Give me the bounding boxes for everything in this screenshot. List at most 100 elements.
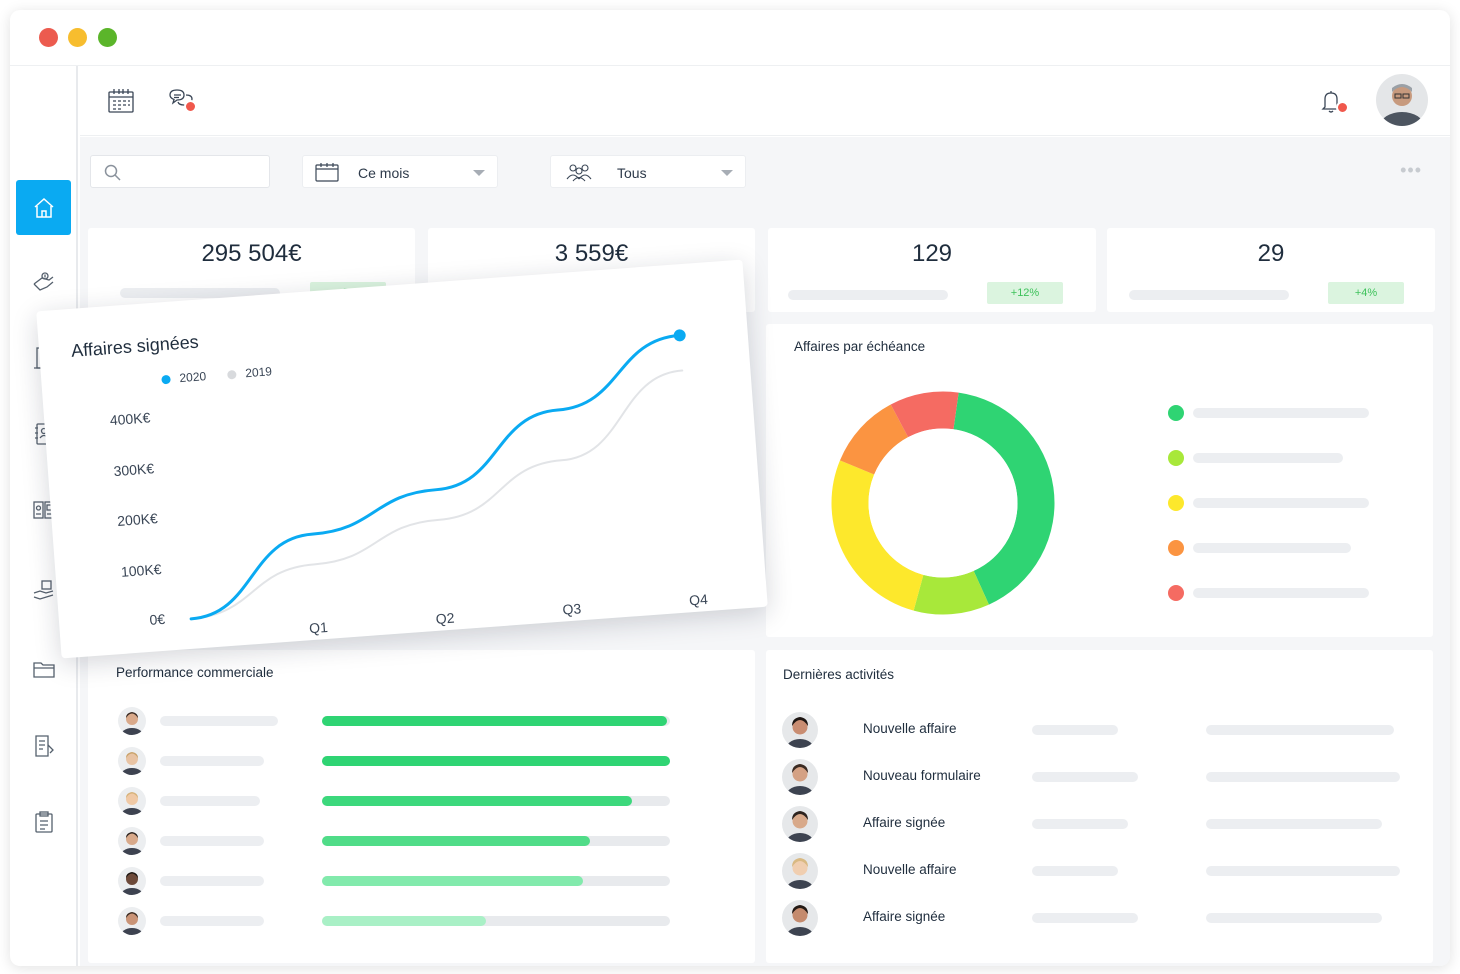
messages-badge xyxy=(184,100,197,113)
activity-placeholder xyxy=(1032,819,1128,829)
activity-placeholder xyxy=(1032,866,1118,876)
minimize-window-button[interactable] xyxy=(68,28,87,47)
invoice-icon xyxy=(34,734,54,757)
card-title: Dernières activités xyxy=(783,667,895,682)
avatar xyxy=(782,900,818,936)
search-icon xyxy=(104,164,121,181)
sales-performance-card: Performance commerciale xyxy=(88,650,755,963)
kpi-value: 3 559€ xyxy=(554,240,629,267)
sidebar-item-home[interactable] xyxy=(16,180,71,235)
name-placeholder xyxy=(160,836,264,846)
name-placeholder xyxy=(160,716,278,726)
sidebar-item-delivery[interactable] xyxy=(16,562,71,617)
more-options-button[interactable]: ••• xyxy=(1400,160,1422,180)
legend-row xyxy=(1167,584,1369,607)
donut-chart xyxy=(831,391,1055,615)
donut-segment xyxy=(913,570,989,615)
activity-placeholder xyxy=(1206,725,1394,735)
progress-bar-fill xyxy=(322,836,590,846)
name-placeholder xyxy=(160,756,264,766)
kpi-value: 295 504€ xyxy=(201,240,302,267)
sidebar-item-tasks[interactable] xyxy=(16,794,71,849)
calendar-button[interactable] xyxy=(106,86,136,116)
donut-segment xyxy=(839,404,909,476)
legend-dot xyxy=(1168,405,1184,421)
kpi-delta: +4% xyxy=(1328,282,1404,304)
deals-by-deadline-card: Affaires par échéance xyxy=(766,324,1433,637)
avatar xyxy=(782,806,818,842)
avatar xyxy=(118,787,146,815)
activity-label[interactable]: Nouvelle affaire xyxy=(863,721,957,736)
activity-placeholder xyxy=(1032,772,1138,782)
series-endpoint-marker[interactable] xyxy=(673,329,686,342)
name-placeholder xyxy=(160,796,260,806)
delivery-icon xyxy=(33,579,53,600)
sidebar-item-money[interactable] xyxy=(16,254,71,309)
money-icon xyxy=(33,271,53,291)
line-chart xyxy=(189,329,686,621)
chevron-down-icon xyxy=(721,170,733,176)
name-placeholder xyxy=(160,876,264,886)
avatar xyxy=(118,907,146,935)
notifications-button[interactable] xyxy=(1316,86,1349,116)
series-line-2019 xyxy=(190,369,684,620)
activity-placeholder xyxy=(1206,772,1400,782)
progress-bar xyxy=(322,756,670,766)
bell-icon xyxy=(1321,91,1341,113)
signed-deals-chart-card: Affaires signées 2020 2019 0€ 100K€ 200K€ 3… xyxy=(36,259,768,659)
activity-label[interactable]: Nouveau formulaire xyxy=(863,768,981,783)
team-filter[interactable]: Tous xyxy=(550,155,746,188)
activity-label[interactable]: Nouvelle affaire xyxy=(863,862,957,877)
calendar-icon xyxy=(315,163,339,182)
avatar xyxy=(118,747,146,775)
legend-dot xyxy=(1168,585,1184,601)
close-window-button[interactable] xyxy=(39,28,58,47)
card-title: Performance commerciale xyxy=(116,665,274,680)
search-input[interactable] xyxy=(90,155,270,188)
card-title: Affaires par échéance xyxy=(794,339,926,354)
donut-segment xyxy=(890,391,959,438)
name-placeholder xyxy=(160,916,264,926)
legend-dot xyxy=(1168,450,1184,466)
activity-label[interactable]: Affaire signée xyxy=(863,815,946,830)
progress-bar xyxy=(322,876,670,886)
donut-segment xyxy=(952,392,1055,605)
chevron-down-icon xyxy=(473,170,485,176)
kpi-placeholder xyxy=(1129,290,1289,300)
user-avatar[interactable] xyxy=(1376,74,1428,126)
series-line-2020 xyxy=(189,333,682,621)
period-filter[interactable]: Ce mois xyxy=(302,155,498,188)
kpi-value: 129 xyxy=(911,240,953,267)
progress-bar xyxy=(322,916,670,926)
notifications-badge xyxy=(1336,101,1349,114)
progress-bar-fill xyxy=(322,756,670,766)
activity-placeholder xyxy=(1032,913,1138,923)
title-bar xyxy=(10,10,1450,66)
top-bar xyxy=(80,66,1450,136)
legend-row xyxy=(1167,404,1369,427)
sidebar-item-folder[interactable] xyxy=(16,641,71,696)
kpi-placeholder xyxy=(788,290,948,300)
avatar xyxy=(782,853,818,889)
progress-bar xyxy=(322,836,670,846)
legend-row xyxy=(1167,539,1351,562)
avatar xyxy=(118,707,146,735)
kpi-card-signed: 29 +4% xyxy=(1107,228,1435,312)
progress-bar-fill xyxy=(322,796,632,806)
legend-row xyxy=(1167,494,1369,517)
kpi-delta: +12% xyxy=(987,282,1063,304)
activity-label[interactable]: Affaire signée xyxy=(863,909,946,924)
maximize-window-button[interactable] xyxy=(98,28,117,47)
activity-placeholder xyxy=(1032,725,1118,735)
progress-bar-fill xyxy=(322,716,667,726)
sidebar-item-invoices[interactable] xyxy=(16,718,71,773)
folder-icon xyxy=(32,661,55,678)
progress-bar-fill xyxy=(322,916,486,926)
activity-placeholder xyxy=(1206,866,1400,876)
recent-activities-card: Dernières activités Nouvelle affaire Nouv… xyxy=(766,650,1433,963)
avatar xyxy=(118,827,146,855)
progress-bar-fill xyxy=(322,876,583,886)
messages-button[interactable] xyxy=(166,86,197,116)
activity-placeholder xyxy=(1206,913,1382,923)
legend-dot xyxy=(1168,540,1184,556)
